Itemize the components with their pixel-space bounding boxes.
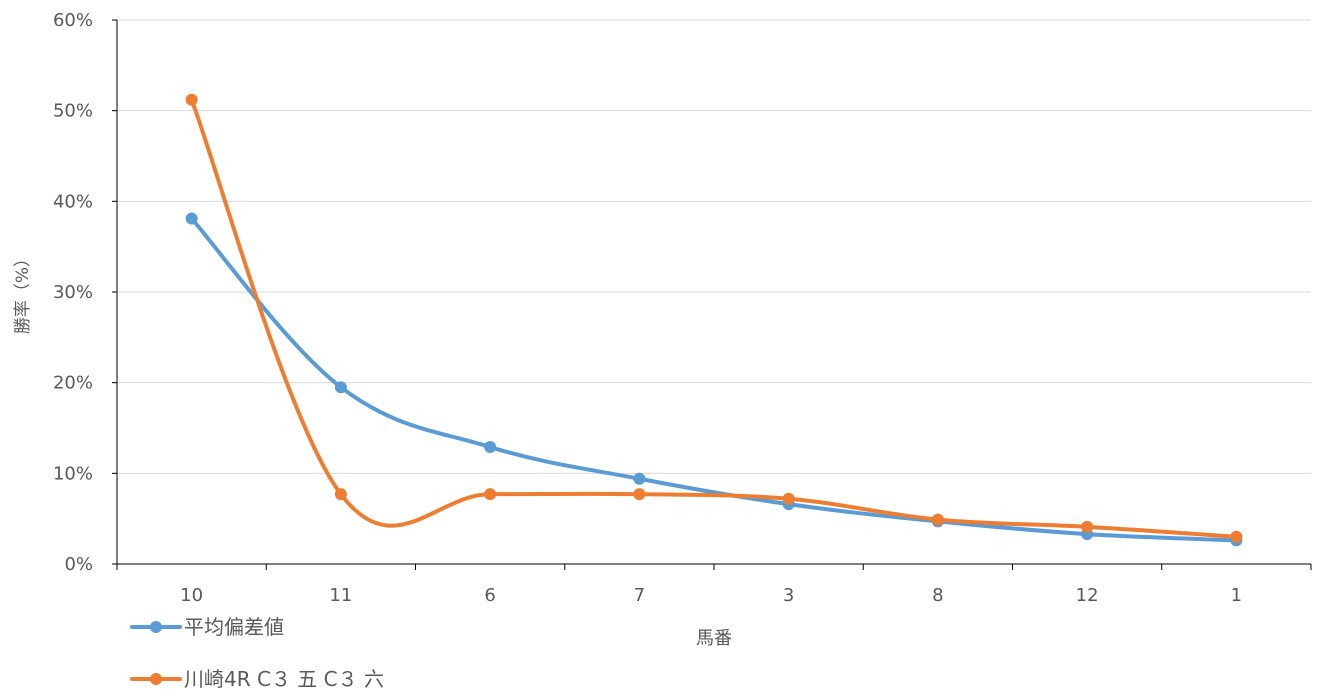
y-tick-label: 10% xyxy=(53,463,93,484)
x-tick-label: 8 xyxy=(932,585,943,606)
y-tick-label: 40% xyxy=(53,191,93,212)
series-line xyxy=(189,97,1239,539)
y-axis-title: 勝率（%） xyxy=(13,250,33,334)
x-tick-label: 11 xyxy=(329,585,352,606)
x-axis-title: 馬番 xyxy=(696,628,732,649)
y-tick-labels: 0% 10% 20% 30% 40% 50% 60% xyxy=(53,10,93,575)
x-tick-label: 12 xyxy=(1076,585,1099,606)
data-point xyxy=(484,488,497,501)
axes xyxy=(112,19,1312,570)
data-point xyxy=(782,492,795,505)
data-point xyxy=(185,93,198,106)
x-tick-label: 10 xyxy=(180,585,203,606)
y-tick-label: 30% xyxy=(53,282,93,303)
data-point xyxy=(185,212,198,225)
data-point xyxy=(484,441,497,454)
legend-swatch-marker xyxy=(150,673,162,685)
data-point xyxy=(931,513,944,526)
legend-item-0: 平均偏差値 xyxy=(130,615,284,639)
legend-swatch-marker xyxy=(150,621,162,633)
data-point xyxy=(1230,530,1243,543)
data-point xyxy=(633,472,646,485)
legend-item-1: 川崎4R C３ 五 C３ 六 xyxy=(130,667,384,691)
data-point xyxy=(1081,520,1094,533)
data-point xyxy=(334,488,347,501)
x-tick-label: 1 xyxy=(1231,585,1242,606)
data-point xyxy=(334,381,347,394)
x-tick-label: 3 xyxy=(783,585,794,606)
legend-label: 川崎4R C３ 五 C３ 六 xyxy=(184,667,384,691)
x-tick-labels: 10 11 6 7 3 8 12 1 xyxy=(180,585,1242,606)
legend-label: 平均偏差値 xyxy=(184,615,284,639)
x-tick-label: 7 xyxy=(634,585,645,606)
y-tick-label: 20% xyxy=(53,373,93,394)
data-point xyxy=(633,488,646,501)
series-1 xyxy=(185,93,1243,543)
series-line xyxy=(189,216,1239,543)
y-tick-label: 50% xyxy=(53,101,93,122)
x-tick-label: 6 xyxy=(484,585,495,606)
y-tick-label: 60% xyxy=(53,10,93,31)
y-tick-label: 0% xyxy=(64,554,93,575)
gridlines xyxy=(117,19,1311,474)
series xyxy=(185,93,1243,547)
